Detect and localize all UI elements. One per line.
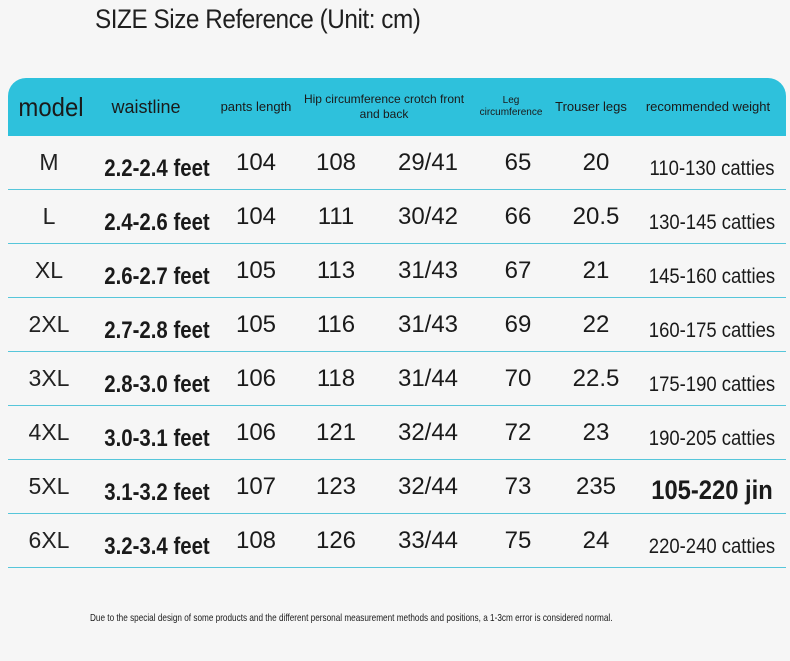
cell-hip: 121 (315, 418, 357, 446)
header-leg-circumference: Leg circumference (479, 94, 543, 119)
footnote: Due to the special design of some produc… (90, 612, 613, 624)
cell-trouser-legs: 20.5 (572, 202, 620, 230)
cell-hip: 108 (315, 148, 357, 176)
cell-model: M (39, 149, 59, 175)
cell-recommended-weight: 160-175 catties (648, 318, 776, 342)
cell-leg-circumference: 75 (504, 526, 532, 554)
cell-trouser-legs: 24 (582, 526, 610, 554)
cell-pants-length: 105 (235, 256, 277, 284)
cell-crotch: 30/42 (397, 202, 459, 230)
cell-recommended-weight: 110-130 catties (649, 156, 775, 180)
cell-hip: 123 (315, 472, 357, 500)
cell-leg-circumference: 73 (504, 472, 532, 500)
cell-hip: 116 (316, 310, 356, 338)
table-row: 6XL 3.2-3.4 feet 108 126 33/44 75 24 220… (8, 514, 786, 568)
cell-waistline: 3.1-3.2 feet (104, 478, 210, 506)
cell-hip: 126 (315, 526, 357, 554)
cell-recommended-weight: 175-190 catties (648, 372, 776, 396)
cell-crotch: 33/44 (397, 526, 459, 554)
cell-recommended-weight: 130-145 catties (648, 210, 776, 234)
cell-model: 4XL (28, 419, 70, 445)
cell-leg-circumference: 66 (504, 202, 532, 230)
cell-recommended-weight: 220-240 catties (648, 534, 776, 558)
table-row: M 2.2-2.4 feet 104 108 29/41 65 20 110-1… (8, 136, 786, 190)
table-row: 4XL 3.0-3.1 feet 106 121 32/44 72 23 190… (8, 406, 786, 460)
cell-model: L (42, 203, 56, 229)
cell-trouser-legs: 20 (582, 148, 610, 176)
cell-pants-length: 104 (235, 148, 277, 176)
cell-hip: 111 (317, 202, 355, 230)
cell-leg-circumference: 70 (504, 364, 532, 392)
cell-waistline: 2.8-3.0 feet (104, 370, 210, 398)
cell-hip: 118 (316, 364, 356, 392)
cell-crotch: 31/43 (397, 256, 459, 284)
cell-model: 2XL (28, 311, 70, 337)
table-row: 3XL 2.8-3.0 feet 106 118 31/44 70 22.5 1… (8, 352, 786, 406)
table-header: model waistline pants length Hip circumf… (8, 78, 786, 136)
cell-pants-length: 107 (235, 472, 277, 500)
cell-model: 3XL (28, 365, 70, 391)
cell-pants-length: 106 (235, 418, 277, 446)
cell-pants-length: 105 (235, 310, 277, 338)
cell-model: 5XL (28, 473, 70, 499)
table-row: 5XL 3.1-3.2 feet 107 123 32/44 73 235 10… (8, 460, 786, 514)
cell-crotch: 32/44 (397, 418, 459, 446)
cell-waistline: 2.4-2.6 feet (104, 208, 210, 236)
cell-trouser-legs: 235 (575, 472, 617, 500)
cell-trouser-legs: 22.5 (572, 364, 620, 392)
cell-model: 6XL (28, 527, 70, 553)
cell-recommended-weight: 145-160 catties (648, 264, 776, 288)
cell-pants-length: 104 (235, 202, 277, 230)
header-trouser-legs: Trouser legs (555, 98, 627, 114)
cell-waistline: 2.6-2.7 feet (104, 262, 210, 290)
table-row: XL 2.6-2.7 feet 105 113 31/43 67 21 145-… (8, 244, 786, 298)
cell-waistline: 2.2-2.4 feet (104, 154, 210, 182)
cell-waistline: 3.2-3.4 feet (104, 532, 210, 560)
cell-waistline: 3.0-3.1 feet (104, 424, 210, 452)
cell-crotch: 32/44 (397, 472, 459, 500)
header-hip-crotch: Hip circumference crotch front and back (303, 92, 465, 121)
table-row: L 2.4-2.6 feet 104 111 30/42 66 20.5 130… (8, 190, 786, 244)
header-recommended-weight: recommended weight (645, 98, 771, 114)
cell-leg-circumference: 67 (504, 256, 532, 284)
cell-crotch: 31/43 (397, 310, 459, 338)
cell-recommended-weight: 190-205 catties (648, 426, 776, 450)
cell-recommended-weight: 105-220 jin (651, 475, 773, 505)
cell-leg-circumference: 65 (504, 148, 532, 176)
header-pants-length: pants length (220, 98, 292, 114)
cell-pants-length: 108 (235, 526, 277, 554)
cell-pants-length: 106 (235, 364, 277, 392)
cell-leg-circumference: 69 (504, 310, 532, 338)
page-title: SIZE Size Reference (Unit: cm) (95, 4, 421, 34)
cell-trouser-legs: 23 (582, 418, 610, 446)
cell-model: XL (34, 257, 64, 283)
cell-crotch: 31/44 (397, 364, 459, 392)
cell-waistline: 2.7-2.8 feet (104, 316, 210, 344)
cell-leg-circumference: 72 (504, 418, 532, 446)
header-model: model (18, 91, 84, 122)
cell-trouser-legs: 21 (582, 256, 610, 284)
cell-hip: 113 (316, 256, 356, 284)
size-table: model waistline pants length Hip circumf… (8, 78, 786, 568)
table-row: 2XL 2.7-2.8 feet 105 116 31/43 69 22 160… (8, 298, 786, 352)
cell-trouser-legs: 22 (582, 310, 610, 338)
header-waistline: waistline (111, 96, 181, 117)
cell-crotch: 29/41 (397, 148, 459, 176)
